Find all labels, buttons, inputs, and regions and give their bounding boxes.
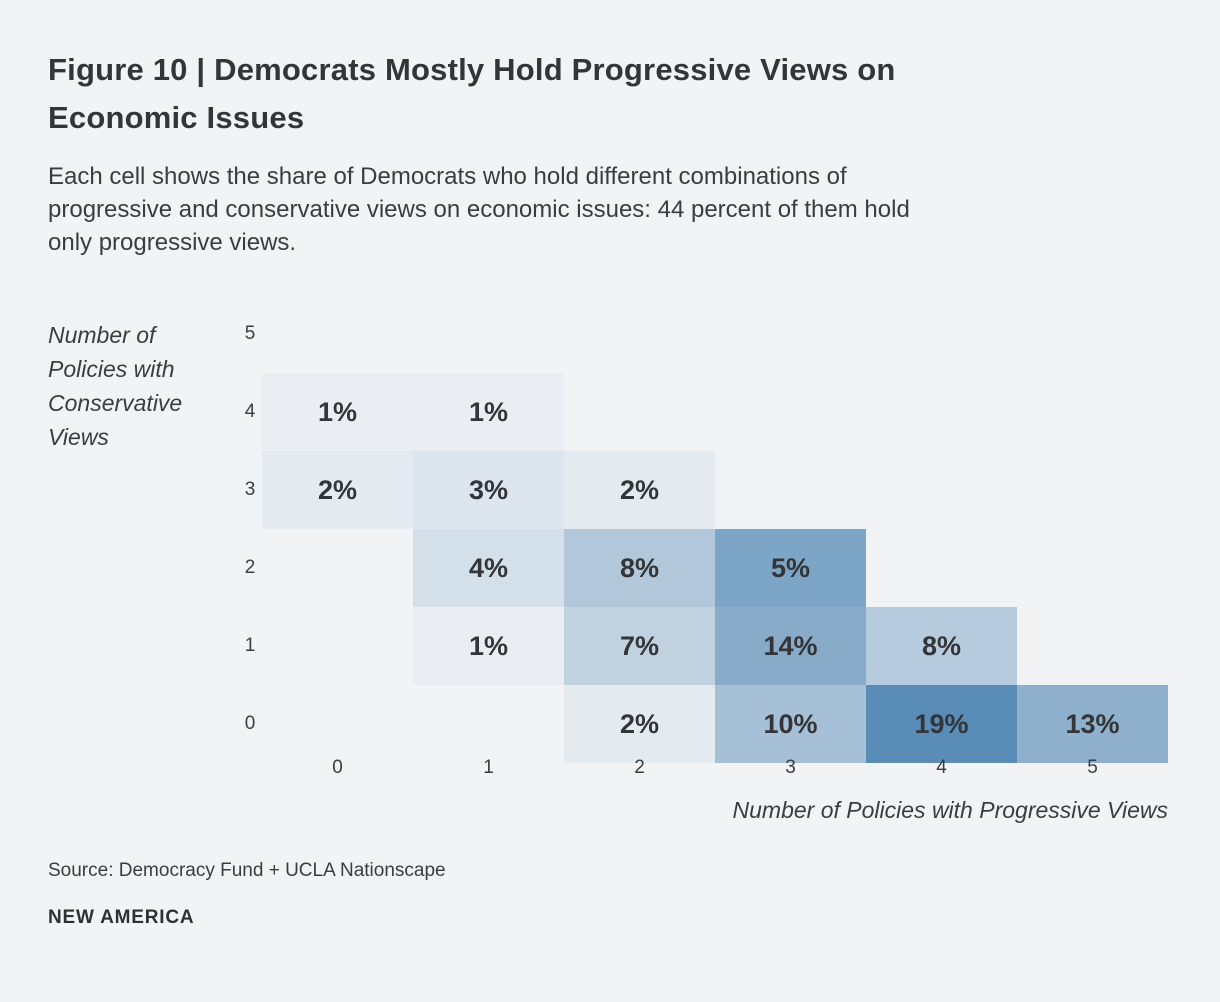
x-tick-2: 2	[634, 757, 645, 778]
figure-title-line-1: Figure 10 | Democrats Mostly Hold Progre…	[48, 52, 896, 87]
y-tick-1: 1	[244, 635, 256, 656]
figure-title: Figure 10 | Democrats Mostly Hold Progre…	[48, 46, 896, 142]
heatmap-cell-p3-c2: 5%	[715, 529, 866, 607]
heatmap-cell-p2-c3: 2%	[564, 451, 715, 529]
y-tick-2: 2	[244, 557, 256, 578]
heatmap-cell-p1-c3: 3%	[413, 451, 564, 529]
brand-wordmark: NEW AMERICA	[48, 907, 195, 928]
y-axis-title: Number of Policies with Conservative Vie…	[48, 318, 182, 454]
heatmap-cell-p4-c1: 8%	[866, 607, 1017, 685]
heatmap-cell-p0-c3: 2%	[262, 451, 413, 529]
figure-title-line-2: Economic Issues	[48, 100, 305, 135]
figure-subtitle-line-2: progressive and conservative views on ec…	[48, 196, 910, 223]
figure-subtitle-line-3: only progressive views.	[48, 229, 297, 256]
x-tick-5: 5	[1087, 757, 1098, 778]
x-tick-0: 0	[332, 757, 343, 778]
y-axis-title-line-2: Policies with	[48, 356, 175, 382]
y-tick-0: 0	[244, 713, 256, 734]
figure-subtitle: Each cell shows the share of Democrats w…	[48, 160, 910, 259]
source-attribution: Source: Democracy Fund + UCLA Nationscap…	[48, 860, 446, 881]
heatmap-cell-p1-c1: 1%	[413, 607, 564, 685]
x-tick-1: 1	[483, 757, 494, 778]
heatmap-cell-p3-c1: 14%	[715, 607, 866, 685]
heatmap-cell-p2-c0: 2%	[564, 685, 715, 763]
x-axis-title: Number of Policies with Progressive View…	[732, 797, 1168, 823]
heatmap-cell-p0-c4: 1%	[262, 373, 413, 451]
y-axis-title-line-4: Views	[48, 424, 109, 450]
y-tick-5: 5	[244, 323, 256, 344]
heatmap-cell-p3-c0: 10%	[715, 685, 866, 763]
x-tick-3: 3	[785, 757, 796, 778]
heatmap-cell-p4-c0: 19%	[866, 685, 1017, 763]
y-tick-3: 3	[244, 479, 256, 500]
heatmap-cell-p1-c4: 1%	[413, 373, 564, 451]
y-tick-4: 4	[244, 401, 256, 422]
y-axis-title-line-1: Number of	[48, 322, 156, 348]
heatmap-grid: 1% 1% 2% 3% 2% 4% 8% 5% 1% 7% 14% 8% 2% 10% 19% 13%	[262, 295, 1168, 763]
heatmap-cell-p5-c0: 13%	[1017, 685, 1168, 763]
heatmap-cell-p2-c2: 8%	[564, 529, 715, 607]
heatmap-cell-p2-c1: 7%	[564, 607, 715, 685]
figure-subtitle-line-1: Each cell shows the share of Democrats w…	[48, 163, 847, 190]
y-axis-title-line-3: Conservative	[48, 390, 183, 416]
heatmap-cell-p1-c2: 4%	[413, 529, 564, 607]
x-tick-4: 4	[936, 757, 947, 778]
